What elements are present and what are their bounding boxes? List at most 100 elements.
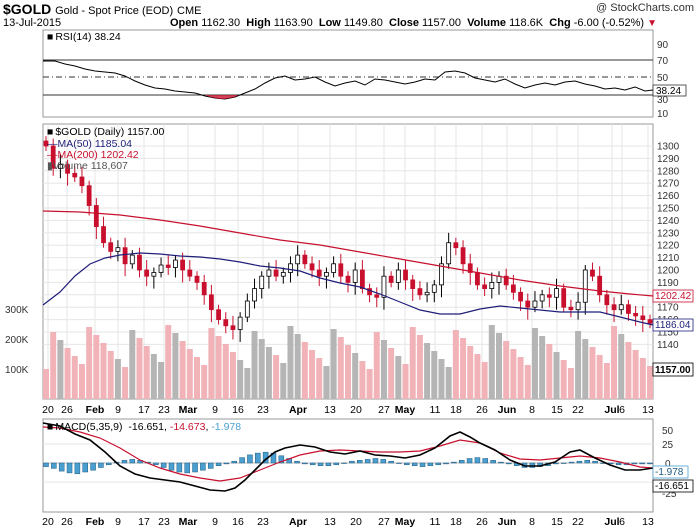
- watermark: @ StockCharts.com: [596, 2, 694, 14]
- volume-bar: [373, 332, 380, 399]
- volume-bar: [424, 343, 431, 399]
- x-label-bottom: 17: [138, 516, 150, 528]
- macd-hist-bar: [309, 462, 316, 466]
- macd-hist-bar: [74, 462, 81, 475]
- ma50-badge-bg: [652, 318, 694, 332]
- x-label-bottom: 13: [642, 516, 654, 528]
- candle-body: [388, 275, 394, 283]
- volume-bar: [158, 362, 165, 399]
- candle-body: [554, 288, 559, 298]
- candle-body: [503, 275, 509, 286]
- macd-hist-bar: [98, 462, 104, 468]
- rsi-tick-10: 10: [657, 109, 669, 120]
- macd-value-badge: -16.651: [655, 481, 689, 492]
- volume-bar: [395, 356, 402, 399]
- candle-body: [165, 264, 171, 268]
- volume-bar: [496, 333, 502, 399]
- volume-bar: [143, 346, 150, 399]
- candle-body: [367, 288, 372, 296]
- price-tick: 1270: [657, 179, 680, 190]
- candle-body: [57, 164, 63, 169]
- volume-bar: [265, 347, 272, 399]
- volume-bar: [71, 356, 78, 399]
- rsi-frame: [42, 29, 654, 118]
- x-label-top: Mar: [179, 404, 198, 416]
- x-label-top: 20: [350, 404, 362, 416]
- high-value: 1163.90: [273, 17, 313, 29]
- volume-bar: [352, 353, 359, 399]
- macd-hist-bar: [129, 459, 136, 464]
- svg-text:—MA(50) 1185.04: —MA(50) 1185.04: [47, 138, 132, 150]
- x-label-bottom: 23: [158, 516, 170, 528]
- candle-body: [647, 319, 653, 324]
- candles: [43, 136, 653, 342]
- x-axis-bottom: 20 26 Feb 9 17 23 Mar 9 16 23 Apr 13 20 27 May 11 18 26 Ju…: [42, 516, 654, 528]
- macd-hist-bar: [302, 462, 308, 465]
- candle-body: [93, 205, 99, 228]
- volume-bar: [531, 328, 538, 399]
- macd-value-badge-bg: [652, 479, 694, 493]
- macd-hist-bar: [176, 462, 183, 473]
- macd-hist-bar: [388, 460, 394, 464]
- candle-body: [446, 242, 452, 265]
- x-label-top: 16: [232, 404, 244, 416]
- candle-body: [590, 269, 595, 277]
- volume-bar: [388, 348, 395, 399]
- volume-bar: [237, 360, 244, 399]
- macd-hist-bar: [231, 460, 238, 464]
- volume-bar: [510, 349, 517, 399]
- volume-bar: [172, 333, 179, 399]
- close-badge-bg: [652, 362, 694, 377]
- volume-bar: [165, 325, 172, 399]
- svg-text:▮Volume 118,607: ▮Volume 118,607: [47, 160, 128, 172]
- x-label-bottom: 20: [42, 516, 54, 528]
- candle-body: [618, 304, 624, 311]
- candle-body: [489, 281, 495, 289]
- ma50-legend: MA(50) 1185.04: [58, 138, 133, 150]
- x-label-bottom: 9: [115, 516, 121, 528]
- candle-body: [345, 275, 351, 283]
- macd-line: [42, 422, 654, 492]
- ma50-legend-marker: —: [47, 138, 58, 150]
- candle-body: [439, 263, 444, 286]
- down-arrow-icon: ▼: [647, 18, 658, 29]
- volume-bars: [43, 325, 653, 399]
- macd-hist-bar: [647, 462, 653, 465]
- volume-bar: [488, 325, 495, 399]
- volume-bar: [503, 341, 510, 399]
- macd-hist-bar: [207, 462, 214, 469]
- x-label-bottom: Feb: [86, 516, 105, 528]
- macd-hist-bar: [357, 460, 363, 464]
- macd-hist-bar: [325, 462, 332, 466]
- candle-body: [223, 319, 229, 327]
- macd-hist-bar: [192, 462, 198, 473]
- x-label-top: 18: [450, 404, 462, 416]
- volume-bar: [43, 369, 49, 399]
- volume-bar: [560, 360, 567, 399]
- volume-bar: [460, 338, 467, 399]
- volume-bar: [366, 369, 373, 399]
- volume-bar: [416, 335, 423, 399]
- macd-tick-25: 25: [662, 440, 674, 451]
- rsi-tick-70: 70: [657, 56, 669, 67]
- macd-hist-bar: [184, 462, 190, 474]
- x-label-top: 13: [324, 404, 336, 416]
- x-label-bottom: 6: [619, 516, 625, 528]
- candle-body: [352, 269, 358, 283]
- low-value: 1149.80: [343, 17, 383, 29]
- ma200-badge: 1202.42: [655, 291, 692, 302]
- volume-bar: [78, 364, 85, 399]
- macd-legend-signal: -14.673: [170, 421, 206, 433]
- volume-bar: [222, 344, 229, 399]
- x-label-bottom: Apr: [289, 516, 307, 528]
- macd-tick-0: 0: [665, 459, 671, 470]
- price-tick: 1170: [657, 303, 679, 314]
- volume-bar: [553, 352, 560, 399]
- exchange: CME: [177, 5, 202, 17]
- volume-bar: [64, 348, 71, 399]
- x-label-bottom: May: [395, 516, 416, 528]
- candle-body: [101, 226, 106, 244]
- x-label-top: 17: [138, 404, 150, 416]
- candle-body: [302, 254, 308, 265]
- volume-bar: [467, 346, 474, 399]
